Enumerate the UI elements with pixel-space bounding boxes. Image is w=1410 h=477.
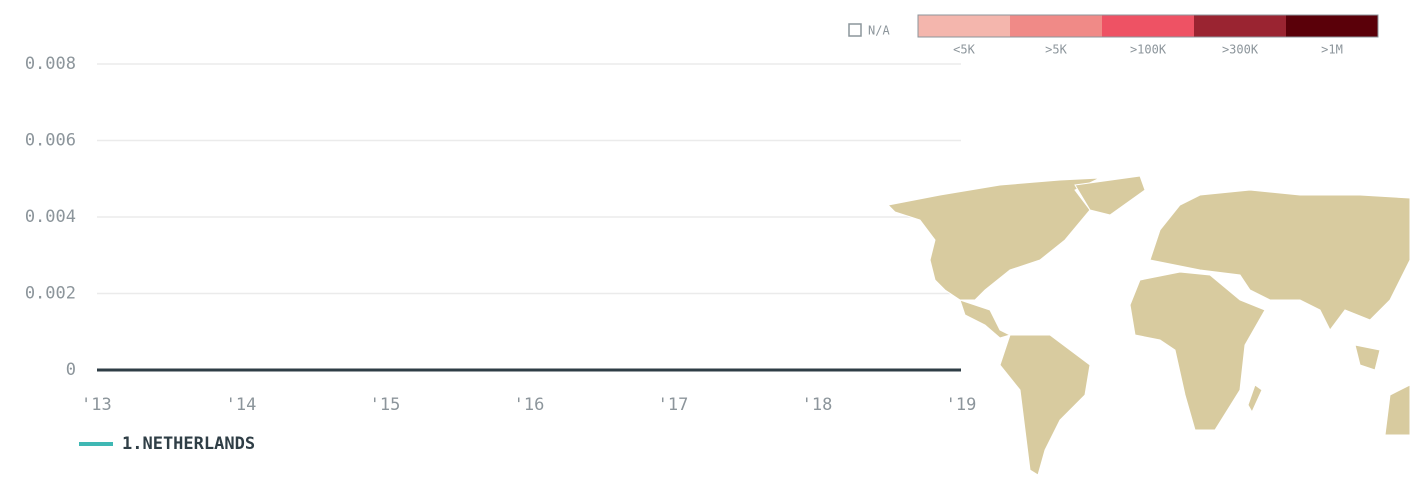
- legend-border: [917, 14, 1379, 38]
- x-tick-label: '19: [946, 395, 977, 415]
- x-tick-label: '17: [658, 395, 689, 415]
- legend-bin-label: <5K: [953, 43, 975, 57]
- grid: 0 0.002 0.004 0.006 0.008 '13 '14 '15 '16 '17 '18 '…: [25, 54, 977, 415]
- x-tick-label: '16: [514, 395, 545, 415]
- y-tick-label: 0: [66, 360, 76, 380]
- y-tick-label: 0.006: [25, 131, 76, 151]
- marks: 1.NETHERLANDS <5K >5K >100K >300K >1M: [79, 14, 1379, 454]
- legend-bin-label: >300K: [1222, 43, 1259, 57]
- legend-bin: [918, 15, 1010, 37]
- x-tick-label: '14: [226, 395, 257, 415]
- legend-bin-label: >100K: [1130, 43, 1167, 57]
- x-tick-label: '18: [802, 395, 833, 415]
- legend-bin: [1194, 15, 1286, 37]
- x-tick-label: '15: [370, 395, 401, 415]
- world-map: [886, 175, 1410, 476]
- legend-bin: [1286, 15, 1378, 37]
- legend-bin-label: >1M: [1321, 43, 1343, 57]
- x-tick-label: '13: [81, 395, 112, 415]
- na-checkbox[interactable]: [848, 23, 862, 37]
- legend-bin: [1102, 15, 1194, 37]
- y-tick-label: 0.002: [25, 284, 76, 304]
- y-tick-label: 0.004: [25, 207, 76, 227]
- y-tick-label: 0.008: [25, 54, 76, 74]
- legend-bin: [1010, 15, 1102, 37]
- legend-bin-label: >5K: [1045, 43, 1067, 57]
- na-label: N/A: [868, 24, 890, 38]
- legend-label: 1.NETHERLANDS: [122, 434, 255, 454]
